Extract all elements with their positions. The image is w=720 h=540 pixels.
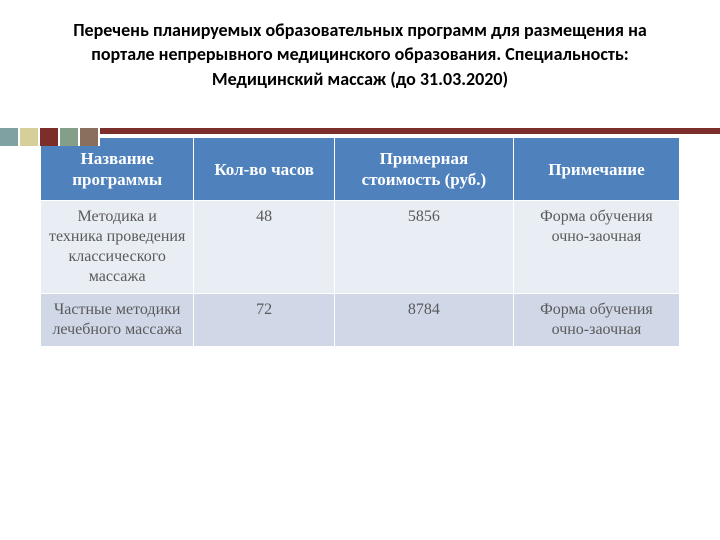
cell-hours: 72 <box>194 294 335 347</box>
decor-bar-2 <box>40 128 58 146</box>
cell-note: Форма обучения очно-заочная <box>513 201 679 294</box>
table-row: Методика и техника проведения классическ… <box>41 201 680 294</box>
page-title: Перечень планируемых образовательных про… <box>40 18 680 91</box>
cell-note: Форма обучения очно-заочная <box>513 294 679 347</box>
col-header-cost: Примерная стоимость (руб.) <box>334 137 513 201</box>
col-header-hours: Кол-во часов <box>194 137 335 201</box>
decor-bar-1 <box>20 128 38 146</box>
programs-table-wrap: Название программы Кол-во часов Примерна… <box>40 137 680 348</box>
programs-table: Название программы Кол-во часов Примерна… <box>40 137 680 348</box>
table-row: Частные методики лечебного массажа 72 87… <box>41 294 680 347</box>
cell-hours: 48 <box>194 201 335 294</box>
col-header-note: Примечание <box>513 137 679 201</box>
table-header-row: Название программы Кол-во часов Примерна… <box>41 137 680 201</box>
col-header-name: Название программы <box>41 137 194 201</box>
cell-cost: 5856 <box>334 201 513 294</box>
decor-main-band <box>100 128 720 134</box>
decor-bar-0 <box>0 128 18 146</box>
slide: Перечень планируемых образовательных про… <box>0 0 720 540</box>
decor-bar-4 <box>80 128 98 146</box>
decor-strip <box>0 128 720 146</box>
cell-cost: 8784 <box>334 294 513 347</box>
cell-name: Частные методики лечебного массажа <box>41 294 194 347</box>
decor-bar-3 <box>60 128 78 146</box>
cell-name: Методика и техника проведения классическ… <box>41 201 194 294</box>
